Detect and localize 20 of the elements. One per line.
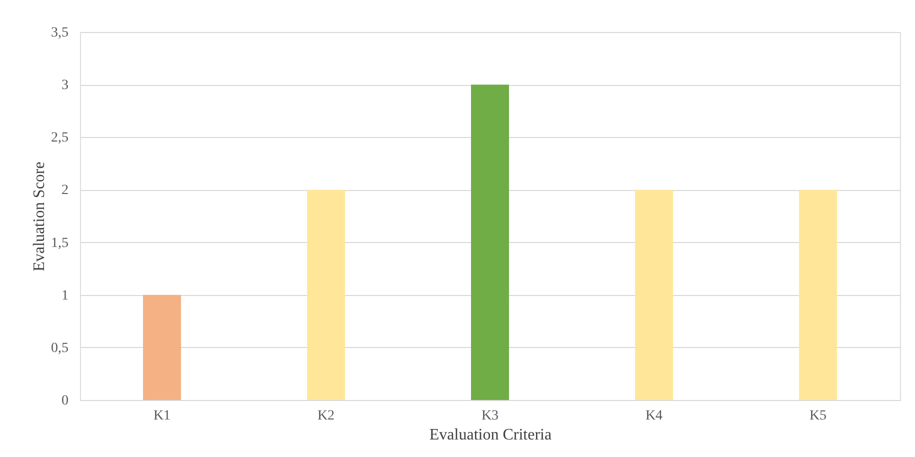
bar [799,190,837,400]
bar [471,84,509,400]
y-tick-label: 1,5 [51,236,68,251]
y-tick-label: 1 [62,288,68,304]
y-tick-label: 0,5 [51,340,68,356]
x-axis-title: Evaluation Criteria [429,426,552,444]
y-tick-label: 3 [62,78,68,94]
bar [143,294,181,400]
x-tick-label: K4 [645,408,663,424]
x-tick-label: K3 [481,408,499,424]
x-tick-label: K1 [153,408,171,424]
y-tick-label: 2,5 [51,130,68,146]
x-tick-label: K5 [809,408,827,424]
y-axis-title: Evaluation Score [31,162,48,272]
bar [307,190,345,400]
y-tick-label: 2 [62,183,68,198]
y-tick-label: 3,5 [51,26,68,40]
x-tick-label: K2 [317,408,335,424]
y-tick-label: 0 [62,394,68,408]
bar [635,190,673,400]
